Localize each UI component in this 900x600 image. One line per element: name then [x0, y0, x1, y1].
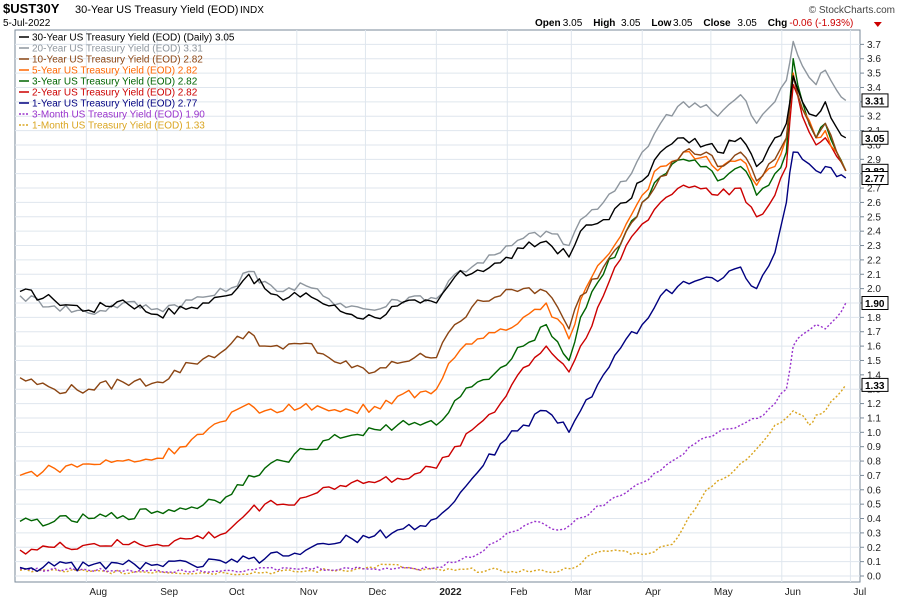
series-line-7 [20, 302, 847, 573]
end-tag-box-7 [861, 296, 889, 310]
ohlc-readout: Open 3.05 High 3.05 Low 3.05 Close 3.05 Chg -0.06… [535, 18, 882, 29]
series-line-6 [19, 151, 847, 572]
ohlc-value-3: 3.05 [737, 18, 757, 29]
legend-entry-2: 10-Year US Treasury Yield (EOD) 2.82 [32, 55, 203, 66]
x-tick-label-5: 2022 [439, 587, 462, 598]
y-tick-label-7: 0.7 [867, 471, 881, 482]
series-line-3 [19, 72, 847, 477]
y-tick-label-10: 1.0 [867, 428, 881, 439]
y-tick-label-6: 0.6 [867, 485, 881, 496]
x-tick-label-8: Apr [645, 587, 661, 598]
series-line-8 [19, 384, 847, 576]
y-tick-label-29: 2.9 [867, 155, 881, 166]
series-line-4 [19, 58, 847, 527]
x-tick-label-9: May [714, 587, 733, 598]
ohlc-label-2: Low [651, 18, 671, 29]
series-line-5 [19, 83, 847, 555]
x-tick-label-7: Mar [574, 587, 592, 598]
y-tick-label-8: 0.8 [867, 457, 881, 468]
y-tick-label-2: 0.2 [867, 543, 881, 554]
y-tick-label-36: 3.6 [867, 54, 881, 65]
chart-date: 5-Jul-2022 [3, 18, 51, 29]
y-tick-label-12: 1.2 [867, 399, 881, 410]
legend-entry-1: 20-Year US Treasury Yield (EOD) 3.31 [32, 44, 203, 55]
x-tick-label-10: Jun [785, 587, 801, 598]
x-tick-label-0: Aug [89, 587, 107, 598]
ohlc-value-4: -0.06 (-1.93%) [789, 18, 853, 29]
legend-entry-6: 1-Year US Treasury Yield (EOD) 2.77 [32, 99, 198, 110]
ohlc-label-3: Close [703, 18, 731, 29]
chart-symbol: $UST30Y [3, 1, 60, 16]
ohlc-label-0: Open [535, 18, 561, 29]
y-tick-label-16: 1.6 [867, 342, 881, 353]
ohlc-label-4: Chg [768, 18, 787, 29]
ohlc-value-0: 3.05 [563, 18, 583, 29]
legend-entry-7: 3-Month US Treasury Yield (EOD) 1.90 [32, 110, 205, 121]
ohlc-value-2: 3.05 [673, 18, 693, 29]
last-value-tags: 3.053.312.822.771.901.33 [861, 93, 889, 392]
legend: 30-Year US Treasury Yield (EOD) (Daily) … [19, 33, 235, 132]
y-tick-label-37: 3.7 [867, 40, 881, 51]
y-tick-label-4: 0.4 [867, 514, 881, 525]
chg-down-arrow-icon [873, 22, 882, 27]
x-tick-label-4: Dec [368, 587, 386, 598]
end-tag-box-6 [861, 170, 889, 185]
y-tick-label-23: 2.3 [867, 241, 881, 252]
series-line-1 [19, 40, 847, 315]
x-tick-label-3: Nov [300, 587, 318, 598]
y-axis: 0.0 0.1 0.2 0.3 0.4 0.5 0.6 0.7 0.8 0.9 1.0 1.1 1.2 1… [860, 40, 881, 583]
y-tick-label-30: 3.0 [867, 140, 881, 151]
series-line-0 [19, 75, 847, 320]
x-axis: Aug Sep Oct Nov Dec 2022 Feb Mar Apr May Jun Jul [89, 587, 866, 598]
y-tick-label-17: 1.7 [867, 327, 881, 338]
ohlc-label-1: High [593, 18, 615, 29]
y-tick-label-11: 1.1 [867, 413, 881, 424]
x-tick-label-6: Feb [510, 587, 528, 598]
y-tick-label-0: 0.0 [867, 572, 881, 583]
end-tag-box-1 [861, 93, 889, 108]
y-tick-label-22: 2.2 [867, 255, 881, 266]
y-tick-label-14: 1.4 [867, 370, 881, 381]
legend-entry-0: 30-Year US Treasury Yield (EOD) (Daily) … [32, 33, 235, 44]
end-tag-label-1: 3.31 [865, 96, 885, 107]
y-tick-label-32: 3.2 [867, 112, 881, 123]
y-tick-label-9: 0.9 [867, 442, 881, 453]
end-tag-label-0: 3.05 [865, 134, 885, 145]
end-tag-label-8: 1.33 [865, 381, 885, 392]
copyright-text: © StockCharts.com [809, 5, 895, 16]
y-tick-label-35: 3.5 [867, 69, 881, 80]
y-tick-label-25: 2.5 [867, 212, 881, 223]
y-tick-label-1: 0.1 [867, 557, 881, 568]
y-tick-label-34: 3.4 [867, 83, 881, 94]
x-tick-label-1: Sep [160, 587, 178, 598]
y-tick-label-26: 2.6 [867, 198, 881, 209]
end-tag-label-7: 1.90 [865, 299, 885, 310]
x-tick-label-2: Oct [229, 587, 245, 598]
end-tag-box-0 [861, 130, 889, 145]
x-tick-label-11: Jul [853, 587, 866, 598]
ohlc-value-1: 3.05 [621, 18, 641, 29]
legend-entry-4: 3-Year US Treasury Yield (EOD) 2.82 [32, 77, 198, 88]
grid-lines [15, 30, 860, 582]
y-tick-label-27: 2.7 [867, 184, 881, 195]
y-tick-label-24: 2.4 [867, 227, 881, 238]
legend-entry-3: 5-Year US Treasury Yield (EOD) 2.82 [32, 66, 198, 77]
series-lines [19, 40, 847, 576]
y-tick-label-20: 2.0 [867, 284, 881, 295]
chart-exchange: INDX [240, 5, 264, 16]
y-tick-label-15: 1.5 [867, 356, 881, 367]
series-line-2 [19, 75, 847, 395]
legend-entry-5: 2-Year US Treasury Yield (EOD) 2.82 [32, 88, 198, 99]
chart-instrument-name: 30-Year US Treasury Yield (EOD) [75, 4, 238, 16]
legend-entry-8: 1-Month US Treasury Yield (EOD) 1.33 [32, 121, 205, 132]
y-tick-label-18: 1.8 [867, 313, 881, 324]
y-tick-label-5: 0.5 [867, 500, 881, 511]
y-tick-label-21: 2.1 [867, 270, 881, 281]
end-tag-box-8 [861, 377, 889, 392]
y-tick-label-3: 0.3 [867, 528, 881, 539]
end-tag-label-6: 2.77 [865, 174, 885, 185]
